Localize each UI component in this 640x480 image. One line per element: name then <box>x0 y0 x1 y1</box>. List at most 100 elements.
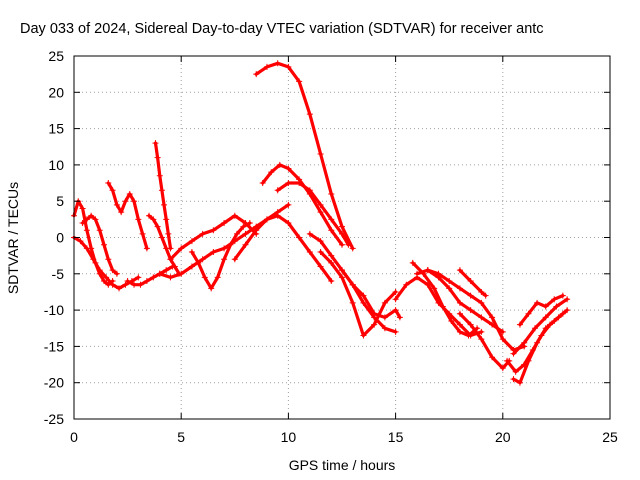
data-point <box>150 274 157 281</box>
data-point <box>534 339 541 346</box>
data-point <box>167 274 174 281</box>
data-point <box>276 161 283 168</box>
data-point <box>296 234 303 241</box>
data-point <box>339 241 345 248</box>
series-line <box>190 221 252 290</box>
series-line <box>158 203 290 279</box>
data-point <box>525 310 532 317</box>
series-line <box>319 250 398 338</box>
data-point <box>512 368 519 375</box>
series-line <box>261 163 344 247</box>
data-point <box>478 288 485 295</box>
data-point <box>113 201 120 208</box>
data-point <box>233 230 240 237</box>
data-point <box>467 292 474 299</box>
data-point <box>201 274 208 281</box>
data-point <box>439 303 446 310</box>
data-point <box>521 339 528 346</box>
data-point <box>467 278 474 285</box>
x-tick-label: 20 <box>495 429 511 445</box>
data-point <box>531 325 538 332</box>
series-arc <box>231 212 335 285</box>
data-point <box>534 299 541 306</box>
y-tick-label: -25 <box>44 411 64 427</box>
data-point <box>296 180 303 187</box>
data-point <box>92 216 99 223</box>
series-arc <box>259 161 345 248</box>
data-point <box>263 63 270 70</box>
data-point <box>510 350 517 357</box>
series-arc <box>253 60 356 252</box>
data-point <box>381 299 388 306</box>
data-point <box>122 198 129 205</box>
data-point <box>285 201 292 208</box>
data-point <box>154 223 161 230</box>
data-point <box>83 227 90 234</box>
x-axis-label: GPS time / hours <box>289 457 396 473</box>
data-point <box>199 230 206 237</box>
series-arc <box>152 140 174 252</box>
series-arc <box>424 267 528 354</box>
data-point <box>306 111 313 118</box>
y-tick-label: 20 <box>48 84 64 100</box>
data-point <box>285 165 292 172</box>
series-line <box>80 214 119 276</box>
data-point <box>109 187 116 194</box>
data-point <box>409 259 416 266</box>
data-point <box>381 325 388 332</box>
y-tick-label: 5 <box>56 193 64 209</box>
data-point <box>137 281 144 288</box>
series-arc <box>146 212 183 277</box>
data-point <box>317 209 324 216</box>
data-point <box>306 249 313 256</box>
data-point <box>456 285 463 292</box>
data-point <box>456 267 463 274</box>
data-point <box>435 270 442 277</box>
data-point <box>564 307 571 314</box>
data-point <box>240 223 247 230</box>
data-point <box>83 245 90 252</box>
series-arc <box>510 296 571 357</box>
series-arc <box>456 267 489 299</box>
y-tick-label: -15 <box>44 338 64 354</box>
data-point <box>79 205 86 212</box>
data-point <box>392 307 399 314</box>
series-arc <box>409 259 481 339</box>
data-point <box>167 256 174 263</box>
data-point <box>446 278 453 285</box>
data-point <box>253 227 260 234</box>
data-point <box>156 172 163 179</box>
data-point <box>551 317 558 324</box>
data-point <box>345 241 352 248</box>
axis-ticks: 0 5 10 15 20 25 -25 -20 -15 -10 -5 0 5 10 15 20 25 <box>44 48 618 445</box>
series-line <box>411 261 479 338</box>
data-point <box>103 274 110 281</box>
data-point <box>143 245 150 252</box>
data-point <box>448 317 455 324</box>
data-point <box>564 296 571 303</box>
data-point <box>163 267 170 274</box>
chart-title: Day 033 of 2024, Sidereal Day-to-day VTE… <box>20 21 544 37</box>
series-line <box>394 275 483 338</box>
data-point <box>349 299 356 306</box>
y-tick-label: -20 <box>44 375 64 391</box>
data-point <box>274 187 281 194</box>
data-point <box>328 278 335 285</box>
data-point <box>221 219 228 226</box>
data-point <box>392 296 399 303</box>
data-point <box>161 201 168 208</box>
data-point <box>317 201 324 208</box>
series-line <box>518 294 565 327</box>
data-point <box>96 267 103 274</box>
series-arc <box>516 292 566 328</box>
data-point <box>199 256 206 263</box>
series-layer <box>71 60 571 386</box>
data-point <box>381 314 388 321</box>
x-tick-label: 5 <box>177 429 185 445</box>
data-point <box>392 288 399 295</box>
data-point <box>105 180 112 187</box>
data-point <box>126 190 133 197</box>
data-point <box>178 270 185 277</box>
data-point <box>124 278 131 285</box>
